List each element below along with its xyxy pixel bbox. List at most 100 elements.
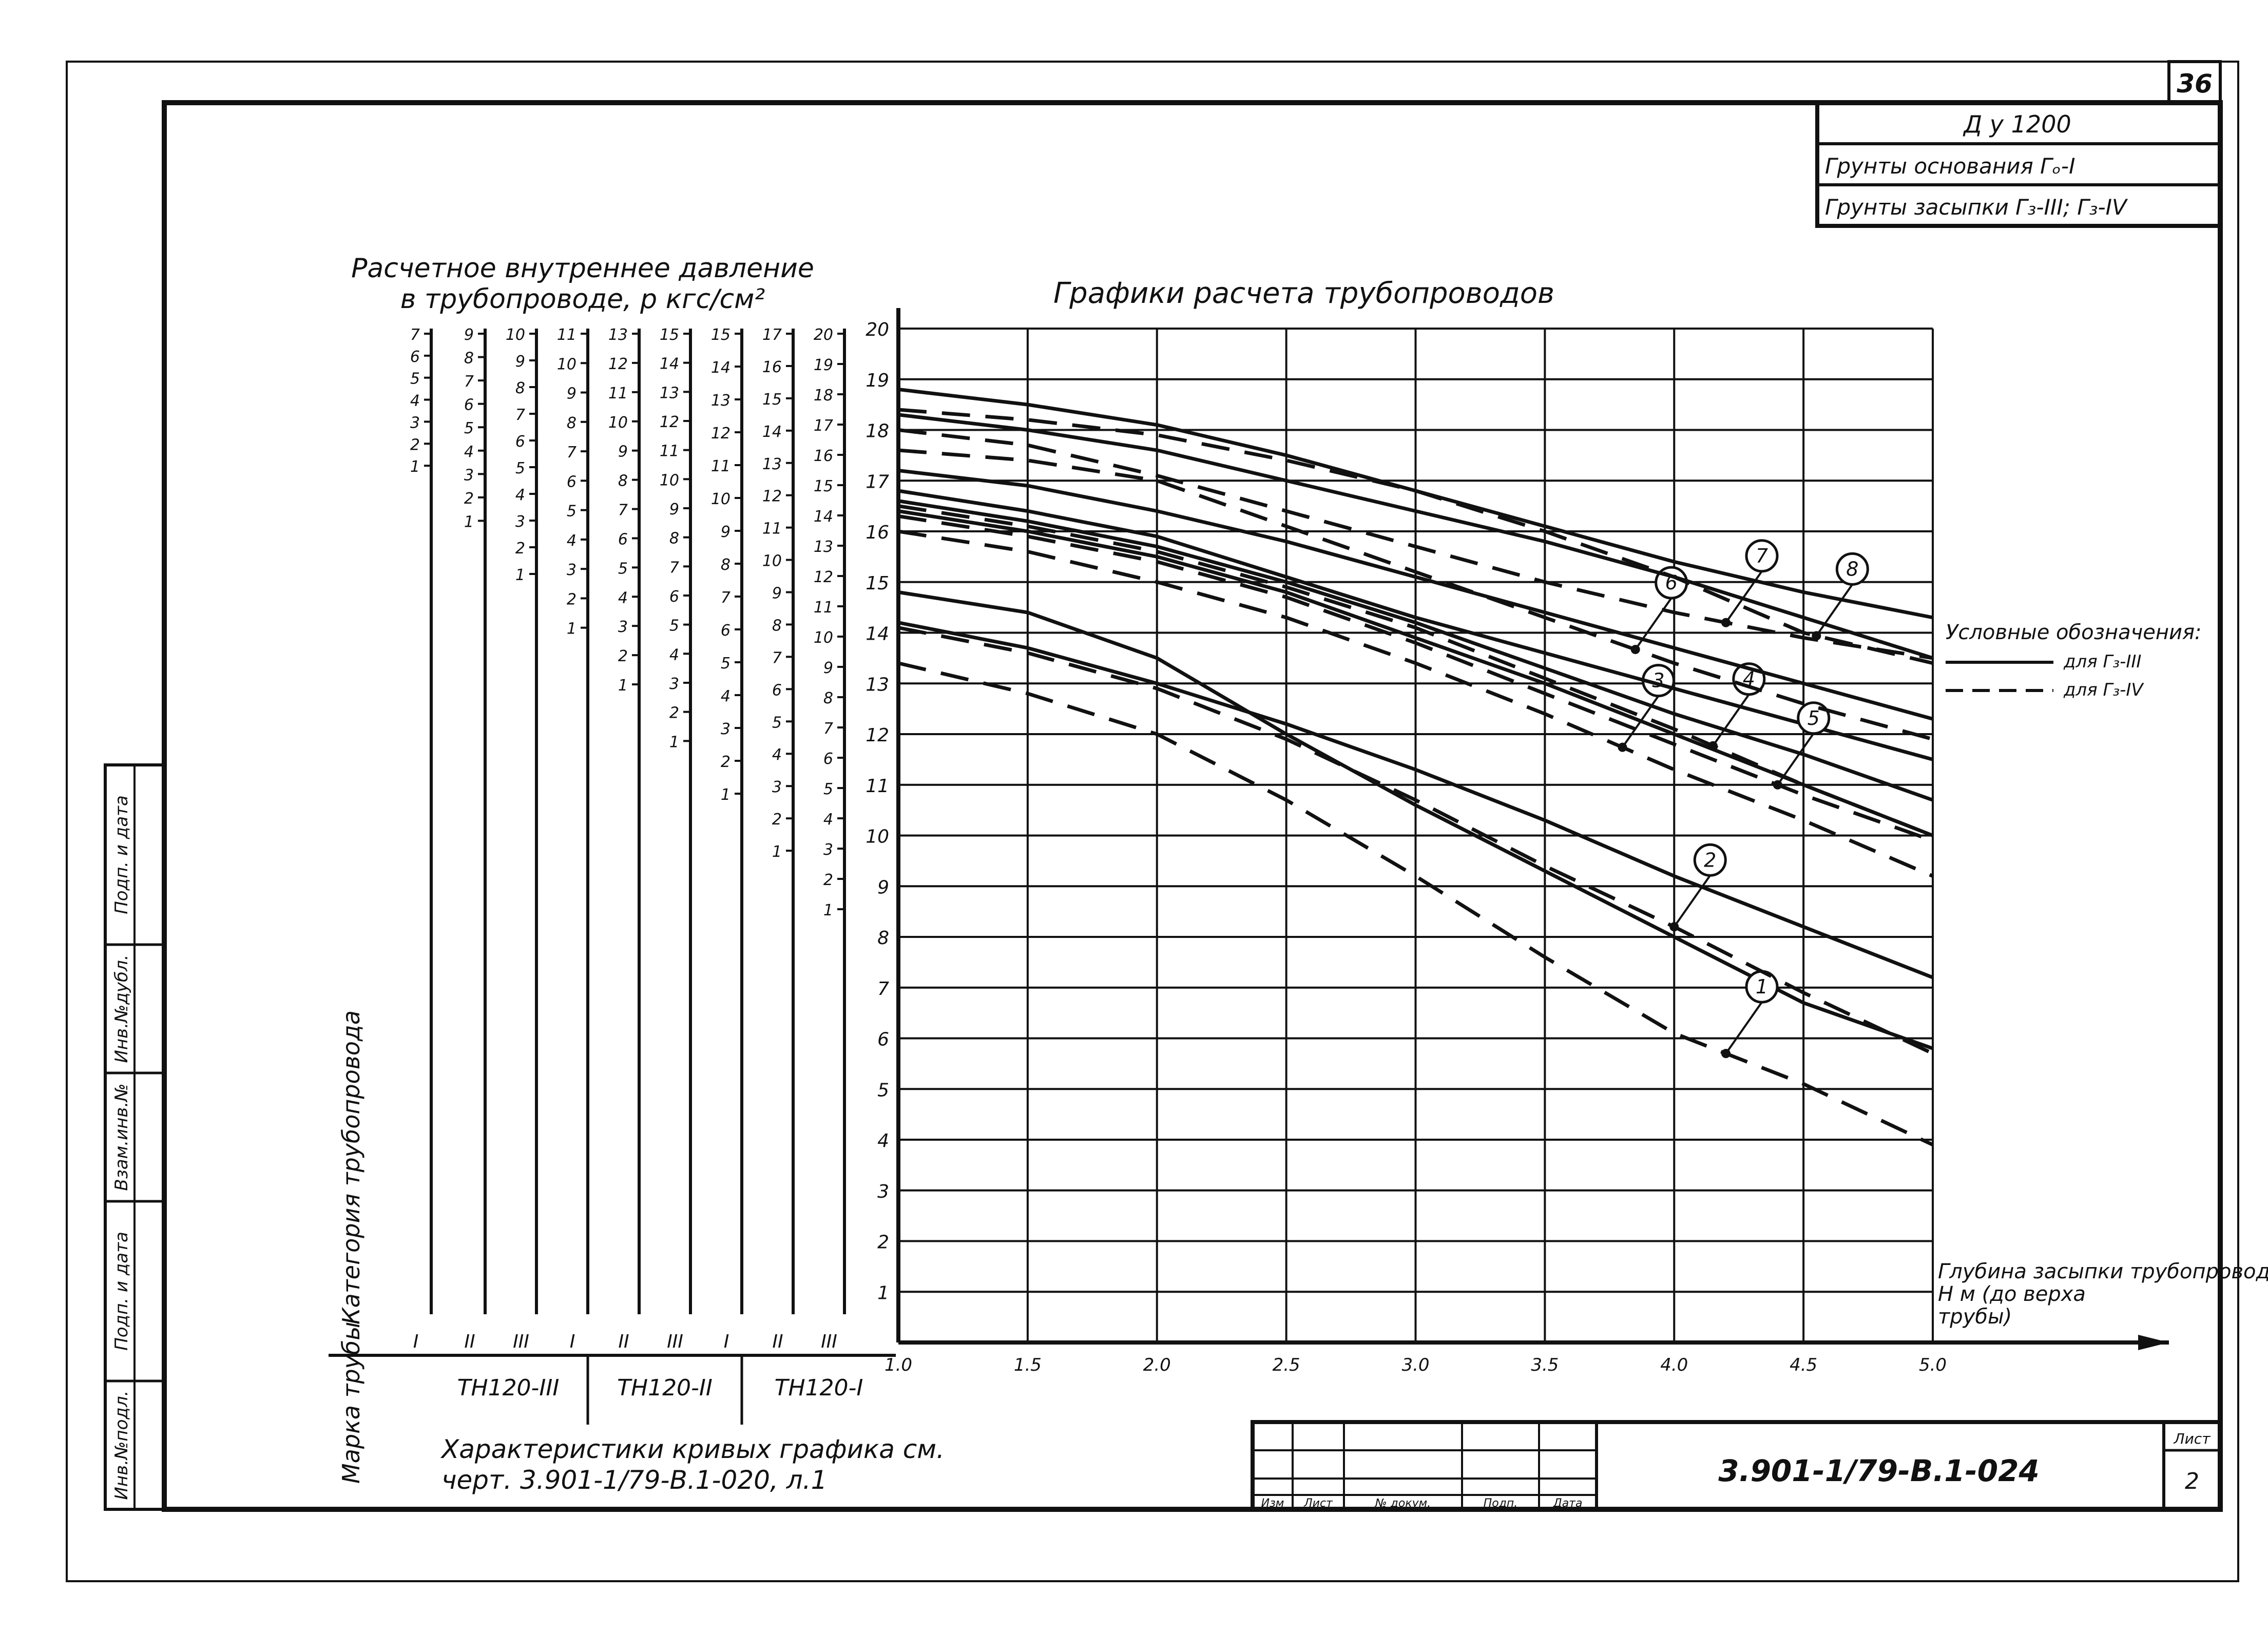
pressure-tick-label: 1 — [618, 677, 628, 695]
series-leader — [1673, 875, 1711, 928]
pressure-tick-label: 12 — [814, 568, 833, 586]
pressure-tick-label: 11 — [762, 520, 782, 538]
pressure-tick-label: 10 — [711, 490, 731, 508]
pressure-tick-label: 5 — [772, 714, 782, 732]
pressure-tick-label: 13 — [814, 538, 833, 556]
pressure-tick-label: 15 — [762, 391, 782, 409]
pressure-tick-label: 13 — [762, 455, 782, 473]
series-number-label: 5 — [1808, 707, 1820, 730]
note-line2: черт. 3.901-1/79-В.1-020, л.1 — [441, 1465, 827, 1495]
y-tick-label: 13 — [866, 674, 889, 695]
y-tick-label: 18 — [866, 421, 889, 442]
pressure-tick-label: 13 — [660, 384, 679, 402]
y-tick-label: 19 — [866, 370, 889, 391]
y-tick-label: 10 — [866, 827, 889, 848]
x-tick-label: 3.5 — [1531, 1355, 1559, 1375]
sheet-label: Лист — [2174, 1430, 2211, 1447]
x-tick-label: 4.0 — [1660, 1355, 1688, 1375]
pressure-tick-label: 16 — [814, 447, 833, 465]
pressure-tick-label: 4 — [669, 646, 679, 664]
pressure-tick-label: 6 — [618, 530, 628, 548]
pressure-tick-label: 7 — [721, 589, 731, 607]
y-tick-label: 6 — [877, 1029, 889, 1050]
pressure-tick-label: 2 — [772, 811, 782, 829]
pressure-tick-label: 13 — [711, 392, 731, 410]
y-tick-label: 12 — [866, 725, 889, 746]
pressure-tick-label: 9 — [721, 523, 731, 541]
pressure-tick-label: 4 — [515, 486, 525, 504]
pressure-tick-label: 8 — [567, 414, 576, 432]
category-numeral: II — [772, 1331, 783, 1352]
category-numeral: I — [413, 1331, 419, 1352]
series-line-5-solid — [898, 499, 1934, 802]
pressure-tick-label: 2 — [618, 647, 628, 665]
chart-title: Графики расчета трубопроводов — [1053, 277, 1554, 310]
pressure-tick-label: 4 — [772, 746, 782, 764]
x-tick-label: 5.0 — [1919, 1355, 1947, 1375]
series-number-circle — [1745, 539, 1779, 573]
stamp-block: Изм Лист № докум. Подп. Дата 3.901-1/79-… — [1251, 1420, 2222, 1511]
pressure-tick-label: 7 — [772, 649, 782, 667]
pressure-tick-label: 2 — [464, 490, 474, 508]
left-strip-labels: Инв.№подл. Подп. и дата Взам.инв.№ Инв.№дуб… — [111, 795, 132, 1500]
series-line-7-solid — [898, 413, 1934, 660]
note-line1: Характеристики кривых графика см. — [440, 1434, 945, 1464]
pressure-tick-label: 2 — [669, 704, 679, 722]
series-line-1-dashed — [898, 661, 1934, 1147]
stamp-header-doc: № докум. — [1375, 1497, 1431, 1510]
pressure-tick-label: 6 — [772, 681, 782, 699]
stamp-header-izm: Изм — [1261, 1497, 1284, 1510]
pressure-tick-label: 6 — [567, 473, 576, 491]
pressure-tick-label: 1 — [669, 733, 679, 751]
series-line-4-dashed — [898, 504, 1934, 837]
category-numeral: I — [570, 1331, 575, 1352]
pressure-tick-label: 9 — [669, 501, 679, 519]
pressure-tick-label: 5 — [567, 503, 576, 521]
corner-number: 36 — [2177, 69, 2213, 99]
x-tick-label: 2.0 — [1143, 1355, 1171, 1375]
series-line-4-solid — [898, 489, 1933, 761]
pressure-tick-label: 1 — [410, 458, 420, 476]
y-tick-label: 20 — [866, 319, 889, 340]
mark-label-3: ТН120-I — [775, 1375, 863, 1401]
pressure-tick-label: 4 — [464, 443, 474, 461]
y-tick-label: 4 — [877, 1130, 889, 1152]
pressure-tick-label: 6 — [721, 622, 731, 640]
category-numeral: II — [464, 1331, 475, 1352]
pressure-tick-label: 1 — [721, 786, 731, 804]
pressure-tick-label: 5 — [515, 459, 525, 477]
pressure-tick-label: 2 — [721, 753, 731, 771]
category-numeral: I — [724, 1331, 729, 1352]
title-fill-soils: Грунты засыпки Г₃-III; Г₃-IV — [1825, 195, 2128, 220]
legend-dashed-label: для Г₃-IV — [2063, 680, 2144, 700]
sheet-edge — [66, 61, 2239, 1582]
doc-code: 3.901-1/79-В.1-024 — [1718, 1453, 2040, 1488]
pressure-scales: 1234567I123456789II12345678910III1234567… — [410, 326, 846, 1352]
pressure-tick-label: 1 — [515, 566, 525, 584]
pressure-tick-label: 7 — [464, 373, 474, 391]
series-line-3-solid — [898, 509, 1934, 837]
series-line-2-solid — [898, 621, 1934, 980]
y-tick-label: 9 — [877, 877, 889, 898]
pressure-tick-label: 14 — [762, 423, 782, 441]
pressure-tick-label: 4 — [823, 811, 833, 829]
pressure-tick-label: 13 — [608, 326, 628, 344]
stamp-header-sign: Подп. — [1484, 1497, 1518, 1510]
pressure-tick-label: 6 — [464, 396, 474, 414]
pressure-tick-label: 15 — [814, 477, 833, 495]
y-tick-label: 3 — [877, 1181, 889, 1202]
pressure-tick-label: 2 — [823, 871, 833, 889]
pressure-tick-label: 12 — [660, 413, 679, 431]
pressure-tick-label: 1 — [772, 843, 782, 861]
y-tick-label: 15 — [866, 573, 889, 594]
y-tick-label: 5 — [877, 1080, 889, 1101]
series-leader — [1635, 597, 1673, 650]
chart-area: 1.0 1.5 2.0 2.5 3.0 3.5 4.0 4.5 5.01234567891011… — [866, 308, 2169, 1375]
pressure-tick-label: 14 — [814, 508, 833, 526]
series-line-2-dashed — [898, 626, 1934, 1056]
pressure-tick-label: 10 — [660, 471, 679, 489]
series-number-label: 2 — [1704, 849, 1716, 871]
pressure-title-line1: Расчетное внутреннее давление — [351, 253, 814, 284]
